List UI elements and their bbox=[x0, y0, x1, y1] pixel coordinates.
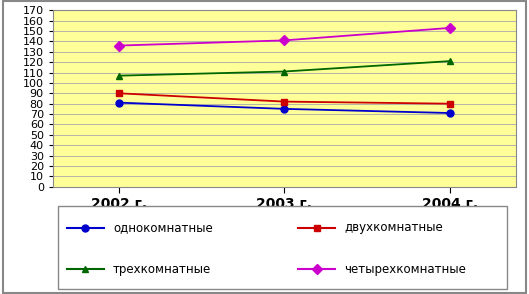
FancyBboxPatch shape bbox=[58, 206, 507, 289]
Text: двухкомнатные: двухкомнатные bbox=[344, 221, 443, 234]
Text: трехкомнатные: трехкомнатные bbox=[113, 263, 211, 275]
Text: однокомнатные: однокомнатные bbox=[113, 221, 213, 234]
Text: четырехкомнатные: четырехкомнатные bbox=[344, 263, 467, 275]
